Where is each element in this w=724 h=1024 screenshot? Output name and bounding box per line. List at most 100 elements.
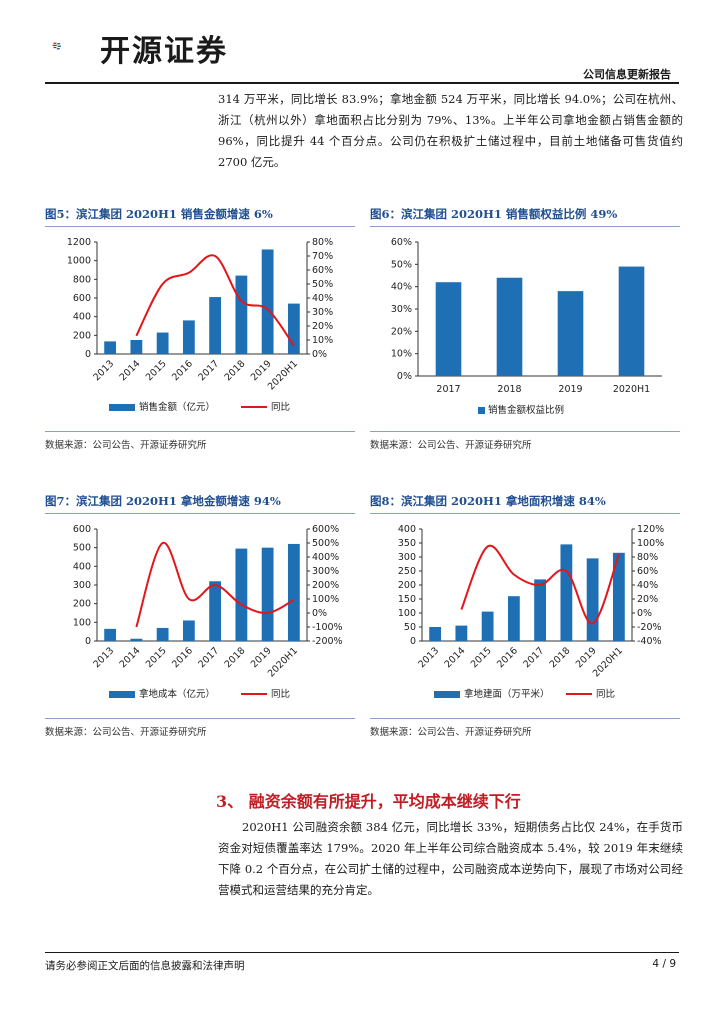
fig7-x-tick-label: 2014	[118, 645, 143, 670]
fig6-x-tick-label: 2020H1	[613, 384, 650, 395]
brand-logo-icon	[52, 42, 62, 50]
figure-6-bottom-rule	[370, 431, 680, 432]
fig8-bar	[534, 579, 547, 641]
figure-7-title: 图7：滨江集团 2020H1 拿地金额增速 94%	[45, 494, 281, 508]
page-number: 4 / 9	[652, 958, 676, 970]
fig8-x-tick-label: 2016	[495, 645, 520, 670]
fig6-bar	[496, 277, 523, 376]
fig8-legend-bar-label: 拿地建面（万平米）	[464, 688, 550, 700]
fig5-bar	[156, 332, 169, 354]
fig7-left-tick-label: 400	[73, 561, 91, 572]
fig8-bar	[507, 596, 520, 641]
figure-6-source: 数据来源：公司公告、开源证券研究所	[370, 440, 532, 451]
figure-5-chart: 0 200 400 600 800 1000 1200 0% 10% 20% 30% 40% 50% 60…	[67, 237, 333, 413]
fig6-legend-label: 销售金额权益比例	[488, 404, 564, 416]
fig8-left-tick-label: 0	[410, 636, 416, 647]
fig8-bar	[612, 552, 625, 641]
fig6-y-tick-label: 30%	[391, 304, 412, 315]
fig5-left-tick-label: 800	[73, 274, 91, 285]
fig5-legend-line-label: 同比	[271, 401, 290, 413]
figure-6-chart: 0% 10% 20% 30% 40% 50% 60% 2017 2018 2019 2020H1 销售…	[391, 237, 662, 416]
fig8-right-tick-label: 120%	[637, 524, 664, 535]
fig5-right-tick-label: 40%	[312, 293, 333, 304]
fig7-right-tick-label: 300%	[312, 566, 339, 577]
fig7-right-tick-label: 200%	[312, 580, 339, 591]
fig8-legend-bar-swatch	[434, 691, 460, 698]
fig8-legend-line-label: 同比	[596, 688, 615, 700]
fig5-x-tick-label: 2015	[144, 358, 169, 383]
fig8-left-tick-label: 250	[398, 566, 416, 577]
fig7-right-tick-label: 600%	[312, 524, 339, 535]
footer-disclaimer: 请务必参阅正文后面的信息披露和法律声明	[45, 960, 245, 972]
fig7-right-tick-label: -200%	[312, 636, 343, 647]
fig8-left-tick-label: 50	[404, 622, 416, 633]
fig6-x-tick-label: 2018	[497, 384, 521, 395]
figure-7-bottom-rule	[45, 718, 355, 719]
fig7-right-tick-label: 0%	[312, 608, 327, 619]
fig5-right-tick-label: 60%	[312, 265, 333, 276]
section-title: 3、 融资余额有所提升，平均成本继续下行	[216, 792, 521, 811]
fig7-bar	[287, 543, 300, 641]
fig8-bar	[586, 558, 599, 641]
fig8-left-tick-label: 100	[398, 608, 416, 619]
figure-6-title: 图6：滨江集团 2020H1 销售额权益比例 49%	[370, 207, 618, 221]
fig8-bar	[429, 627, 442, 641]
fig6-y-tick-label: 60%	[391, 237, 412, 248]
fig8-right-tick-label: 60%	[637, 566, 658, 577]
figure-5-source: 数据来源：公司公告、开源证券研究所	[45, 440, 207, 451]
fig7-legend-bar-label: 拿地成本（亿元）	[139, 688, 215, 700]
fig7-right-tick-label: 100%	[312, 594, 339, 605]
fig5-left-tick-label: 200	[73, 330, 91, 341]
footer-rule	[45, 952, 679, 953]
fig8-bar	[560, 544, 573, 641]
fig5-bar	[130, 340, 143, 354]
figure-7-chart: 0 100 200 300 400 500 600 -200% -100% 0% 100% 200% 3…	[73, 524, 343, 700]
fig8-right-tick-label: 40%	[637, 580, 658, 591]
fig7-legend-line-label: 同比	[271, 688, 290, 700]
fig8-bar	[455, 625, 468, 641]
fig7-bar	[235, 548, 248, 641]
fig7-left-tick-label: 600	[73, 524, 91, 535]
figure-7-source: 数据来源：公司公告、开源证券研究所	[45, 727, 207, 738]
fig5-right-tick-label: 70%	[312, 251, 333, 262]
fig7-bar	[209, 581, 222, 641]
fig8-right-tick-label: 80%	[637, 552, 658, 563]
fig7-bar	[182, 620, 195, 641]
figure-7-rule	[45, 513, 355, 514]
fig7-x-tick-label: 2016	[170, 645, 195, 670]
fig7-bar	[104, 628, 117, 641]
fig6-x-tick-label: 2017	[436, 384, 460, 395]
figure-8-chart: 0 50 100 150 200 250 300 350 400 -40% -20% 0% 20% 40%…	[398, 524, 664, 700]
brand-name: 开源证券	[100, 34, 228, 69]
fig5-bar	[235, 275, 248, 354]
fig8-left-tick-label: 150	[398, 594, 416, 605]
fig7-yoy-line	[135, 541, 295, 628]
fig8-bar	[481, 611, 494, 641]
fig8-x-tick-label: 2018	[548, 645, 573, 670]
header-rule	[45, 82, 679, 84]
section-paragraph: 2020H1 公司融资余额 384 亿元，同比增长 33%，短期债务占比仅 24…	[218, 820, 683, 897]
figure-8-rule	[370, 513, 680, 514]
figure-8-bottom-rule	[370, 718, 680, 719]
fig5-x-tick-label: 2016	[170, 358, 195, 383]
fig6-bar	[618, 266, 645, 376]
fig8-right-tick-label: 0%	[637, 608, 652, 619]
figure-5-bottom-rule	[45, 431, 355, 432]
fig7-x-tick-label: 2015	[144, 645, 169, 670]
fig6-legend-swatch	[478, 407, 485, 414]
fig5-legend-bar-label: 销售金额（亿元）	[139, 401, 215, 413]
fig5-right-tick-label: 10%	[312, 335, 333, 346]
fig8-right-tick-label: -20%	[637, 622, 662, 633]
fig8-left-tick-label: 200	[398, 580, 416, 591]
fig7-x-tick-label: 2013	[91, 645, 116, 670]
fig7-left-tick-label: 100	[73, 617, 91, 628]
fig7-left-tick-label: 200	[73, 599, 91, 610]
fig6-y-tick-label: 20%	[391, 326, 412, 337]
fig8-x-tick-label: 2015	[469, 645, 494, 670]
fig8-right-tick-label: 100%	[637, 538, 664, 549]
fig5-right-tick-label: 0%	[312, 349, 327, 360]
fig6-bar	[557, 291, 584, 376]
fig7-left-tick-label: 500	[73, 543, 91, 554]
fig5-right-tick-label: 80%	[312, 237, 333, 248]
fig5-bar	[261, 249, 274, 354]
